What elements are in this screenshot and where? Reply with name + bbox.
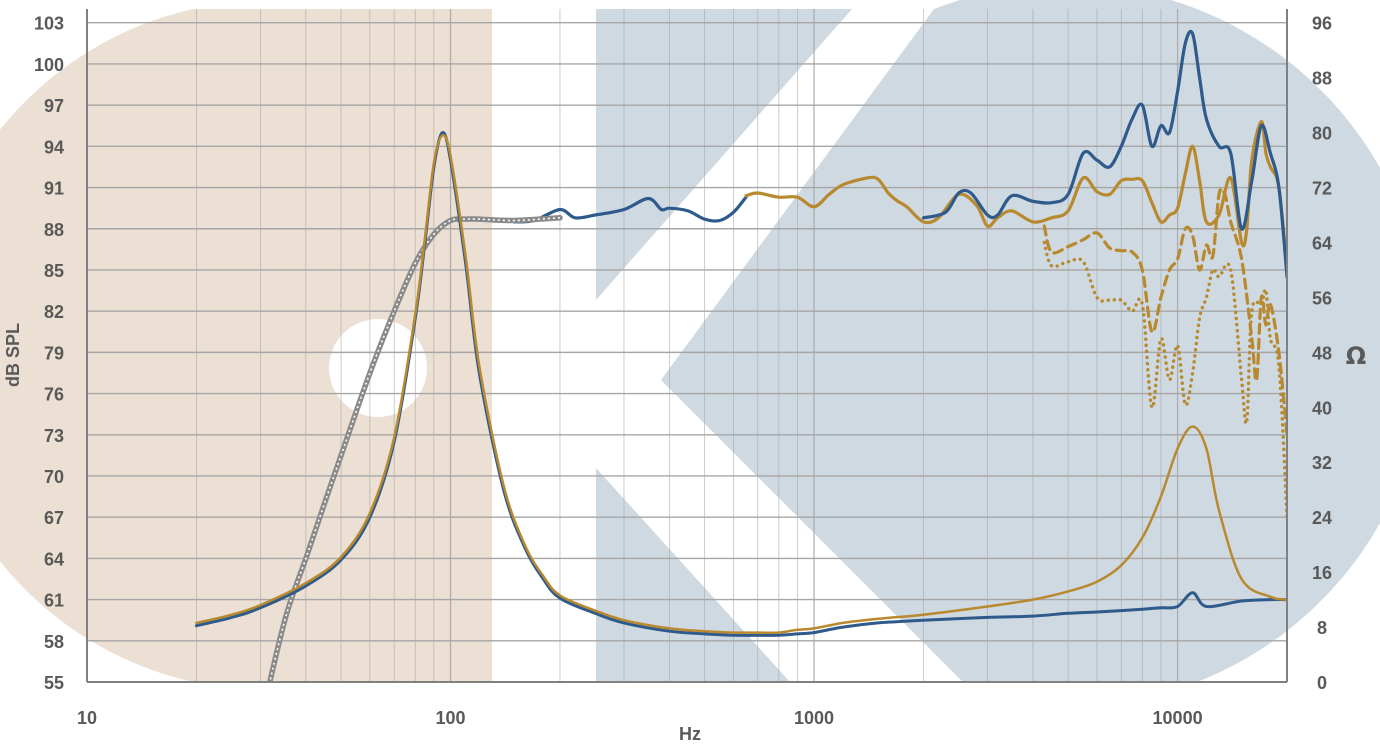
- curves: [194, 29, 1287, 682]
- y-tick-label: 79: [44, 343, 64, 363]
- y2-tick-label: 0: [1317, 673, 1327, 693]
- y2-tick-label: 32: [1312, 453, 1332, 473]
- y2-tick-label: 72: [1312, 179, 1332, 199]
- y-tick-label: 91: [44, 179, 64, 199]
- y-tick-label: 82: [44, 302, 64, 322]
- series-line-2: [921, 29, 1287, 279]
- y-tick-label: 76: [44, 385, 64, 405]
- y-tick-label: 88: [44, 220, 64, 240]
- y-tick-label: 94: [44, 137, 64, 157]
- x-axis-label: Hz: [679, 724, 701, 744]
- y2-tick-label: 40: [1312, 398, 1332, 418]
- y2-tick-label: 56: [1312, 288, 1332, 308]
- y-tick-label: 61: [44, 591, 64, 611]
- series-line-7: [195, 133, 1287, 635]
- series-line-4: [1042, 240, 1287, 519]
- tick-labels: 1031009794918885827976737067646158559688…: [34, 14, 1332, 728]
- y-tick-label: 100: [34, 55, 64, 75]
- y2-tick-label: 96: [1312, 14, 1332, 34]
- y2-tick-label: 88: [1312, 69, 1332, 89]
- y2-tick-label: 8: [1317, 618, 1327, 638]
- y2-tick-label: 64: [1312, 233, 1332, 253]
- watermark-logo: [0, 0, 1380, 682]
- y-tick-label: 64: [44, 549, 64, 569]
- y2-tick-label: 48: [1312, 343, 1332, 363]
- y-tick-label: 55: [44, 673, 64, 693]
- y-tick-label: 70: [44, 467, 64, 487]
- series-line-5-inner: [268, 217, 561, 682]
- axes: [86, 9, 1288, 683]
- x-tick-label: 100: [435, 708, 465, 728]
- y2-tick-label: 16: [1312, 563, 1332, 583]
- y2-tick-label: 24: [1312, 508, 1332, 528]
- y-tick-label: 85: [44, 261, 64, 281]
- y-tick-label: 97: [44, 96, 64, 116]
- x-tick-label: 10: [77, 708, 97, 728]
- y-tick-label: 73: [44, 426, 64, 446]
- series-line-3: [1042, 187, 1287, 437]
- y-tick-label: 103: [34, 14, 64, 34]
- y2-tick-label: 80: [1312, 124, 1332, 144]
- y-tick-label: 58: [44, 632, 64, 652]
- y-tick-label: 67: [44, 508, 64, 528]
- series-line-1: [744, 119, 1287, 272]
- y-axis-label: dB SPL: [3, 323, 23, 387]
- x-tick-label: 10000: [1153, 708, 1203, 728]
- series-line-0: [512, 195, 748, 224]
- y2-axis-label: Ω: [1346, 342, 1366, 370]
- x-tick-label: 1000: [794, 708, 834, 728]
